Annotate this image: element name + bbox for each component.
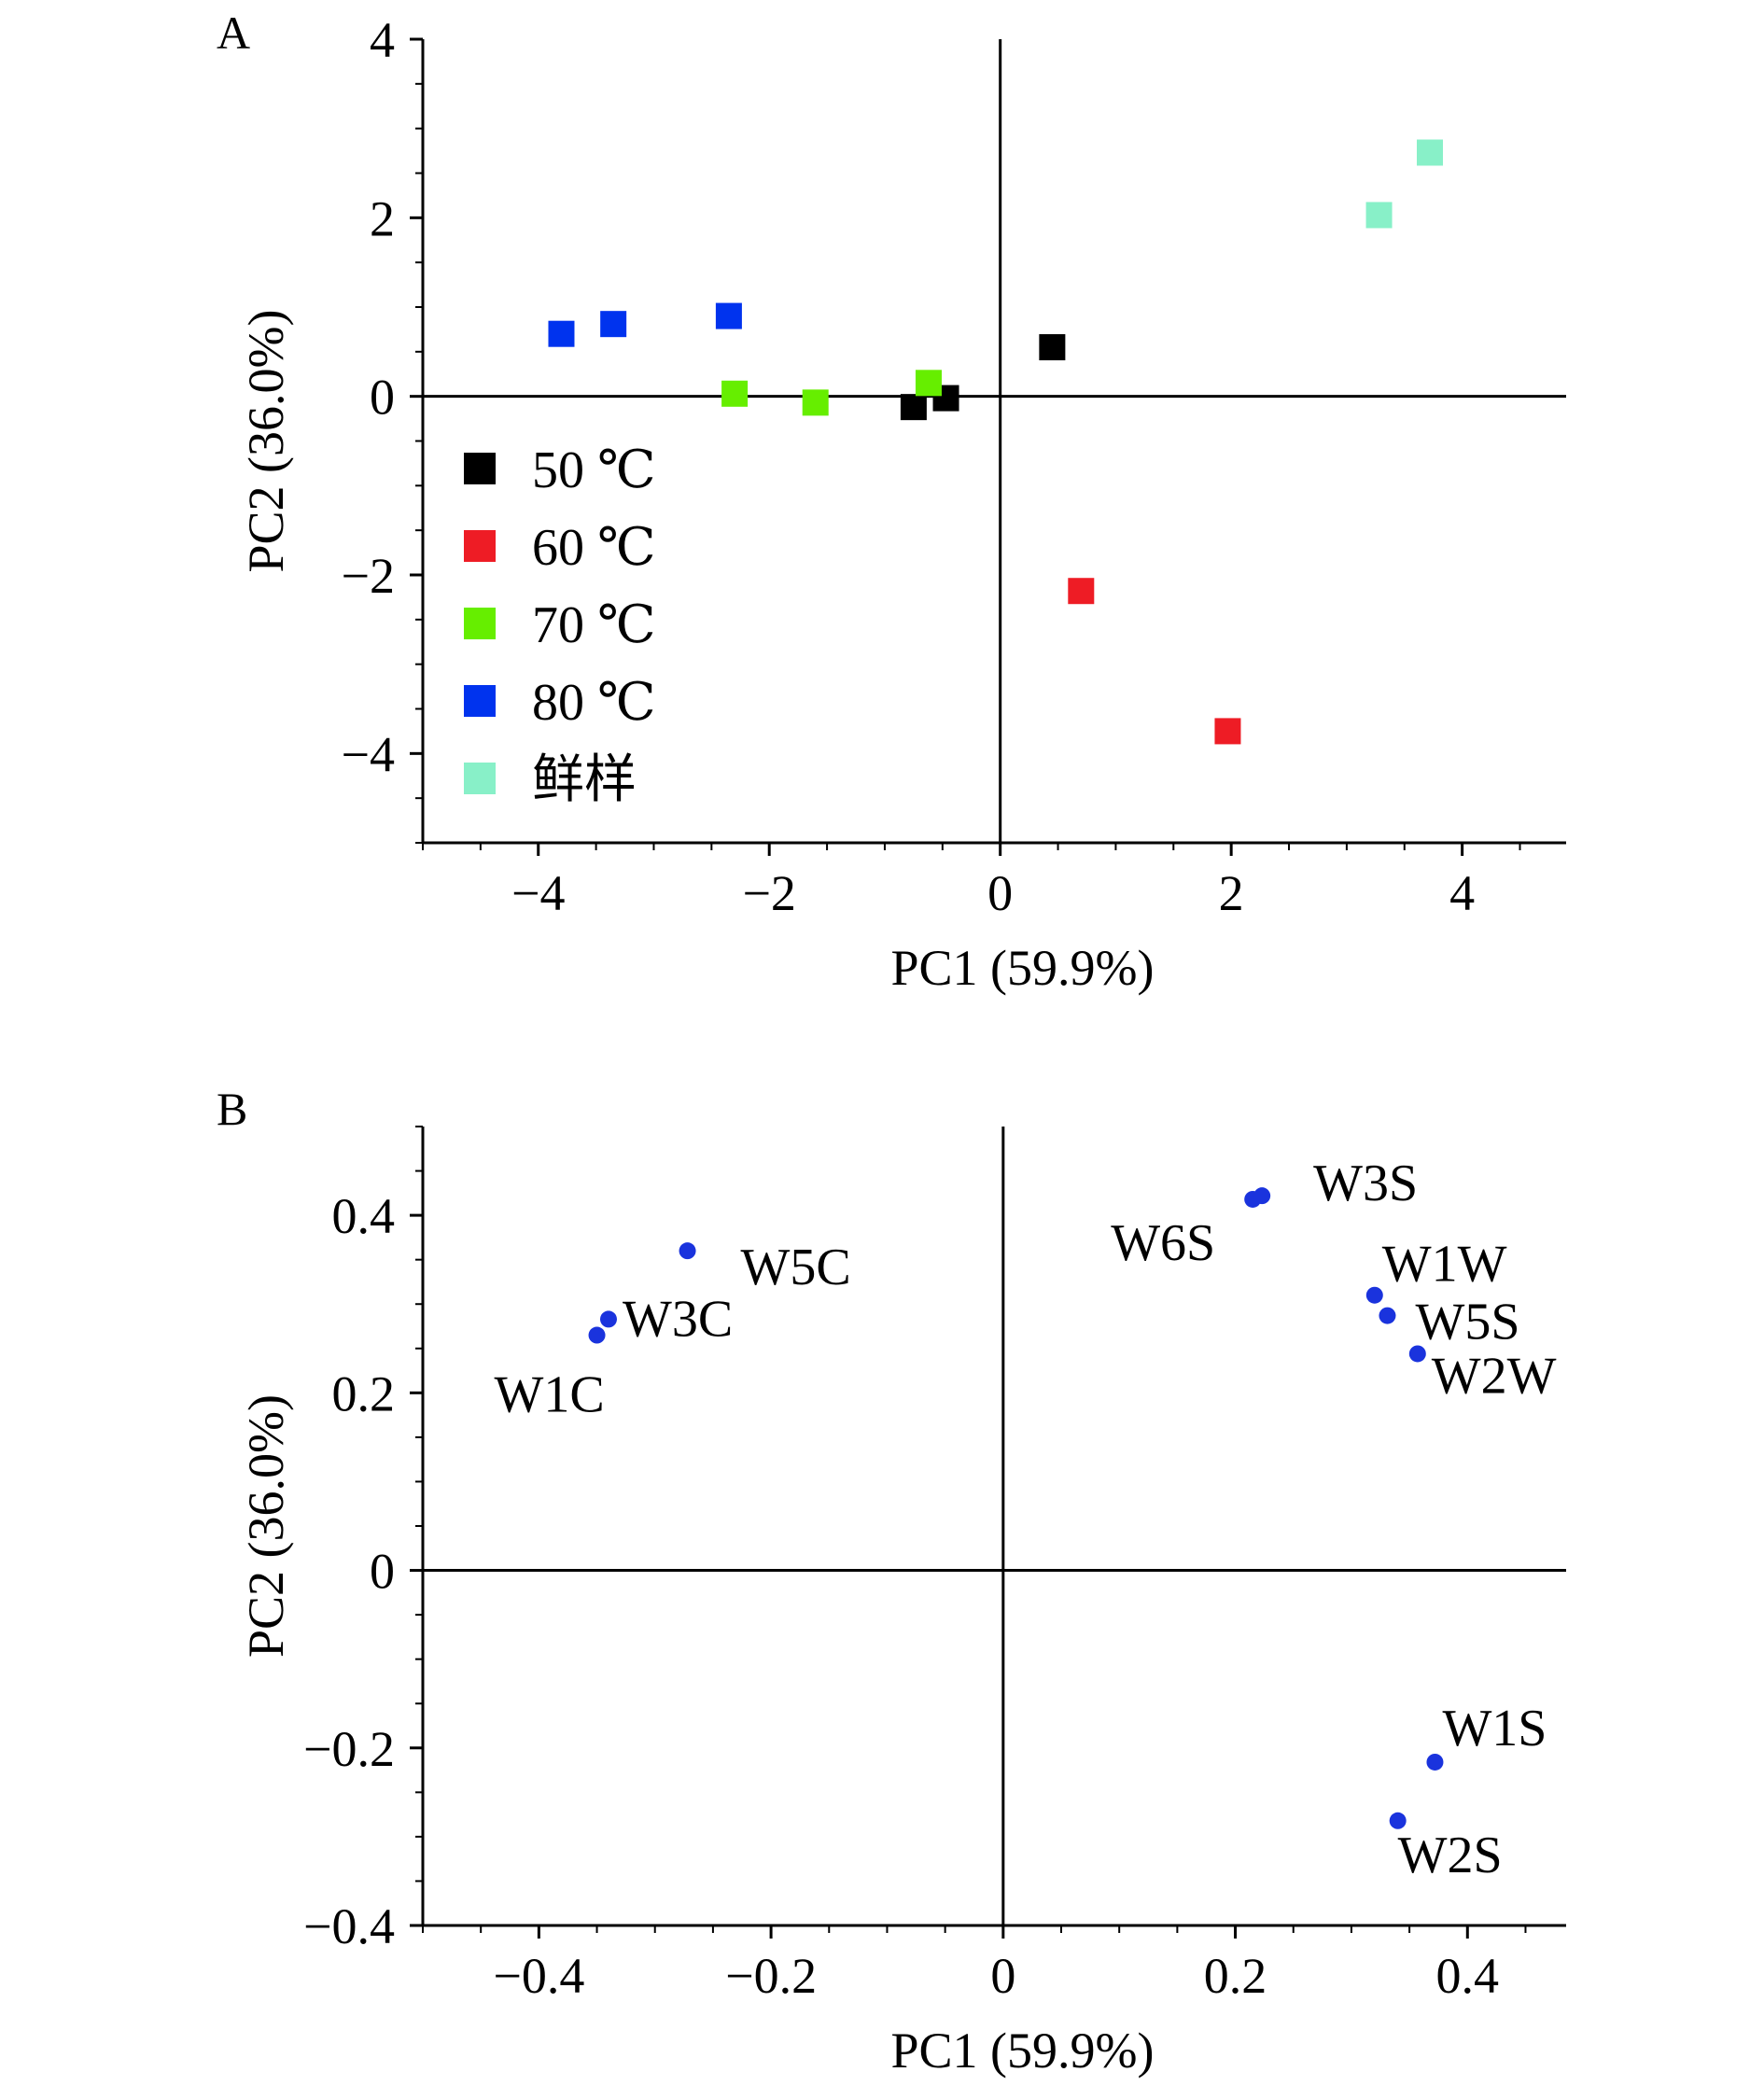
panel-a-point [600, 311, 627, 338]
legend-swatch [464, 453, 496, 484]
panel-0-x-axis-title: PC1 (59.9%) [891, 940, 1155, 996]
panel-b-point-label: W2S [1398, 1827, 1503, 1884]
panel-1-x-tick-label: −0.2 [725, 1948, 817, 2004]
legend-label: 50 ℃ [532, 441, 656, 499]
panel-b: B −0.4 −0.2 0 0.2 0.4 −0.4 −0.2 0 0.2 0.4 PC1 (59.… [217, 1083, 1566, 2079]
panel-0-x-tick-label: −4 [511, 865, 565, 921]
panel-0-y-axis-title: PC2 (36.0%) [238, 310, 294, 573]
panel-a-point [548, 320, 575, 347]
panel-b-point-label: W1S [1442, 1700, 1547, 1757]
legend-swatch [464, 685, 496, 717]
panel-a-point [1068, 578, 1095, 605]
panel-b-point [1379, 1307, 1396, 1324]
panel-1-y-tick-label: −0.4 [303, 1898, 395, 1954]
panel-a-point [900, 394, 927, 421]
panel-1-x-tick-label: 0 [990, 1948, 1015, 2004]
panel-1-x-axis-title: PC1 (59.9%) [891, 2023, 1155, 2079]
panel-a-point [1365, 202, 1393, 229]
panel-1-y-axis-title: PC2 (36.0%) [238, 1394, 294, 1658]
panel-a-letter: A [217, 7, 250, 59]
panel-b-point-label: W2W [1432, 1347, 1557, 1405]
panel-a-point [1214, 718, 1241, 745]
panel-b-point [1408, 1345, 1426, 1363]
panel-0-y-tick-label: 0 [370, 370, 395, 426]
panel-0-y-tick-label: −2 [342, 548, 395, 604]
panel-b-point-label: W5S [1415, 1294, 1519, 1351]
panel-1-x-tick-label: −0.4 [493, 1948, 584, 2004]
panel-0-y-tick-label: −4 [342, 726, 395, 782]
panel-b-point-label: W5C [741, 1239, 851, 1296]
panel-b-point-label: W1W [1382, 1236, 1507, 1294]
panel-b-point [1426, 1753, 1444, 1771]
legend-label: 60 ℃ [532, 519, 656, 577]
panel-a-point [915, 370, 942, 397]
panel-b-point-label: W3S [1313, 1155, 1418, 1212]
panel-1-x-tick-label: 0.4 [1436, 1948, 1500, 2004]
panel-a-point [715, 302, 742, 329]
panel-b-point-label: W3C [623, 1290, 733, 1348]
panel-0-x-tick-label: 0 [987, 865, 1013, 921]
panel-a-point [802, 389, 829, 416]
panel-1-y-tick-label: 0 [370, 1544, 395, 1600]
panel-1-y-tick-label: 0.4 [332, 1188, 396, 1244]
legend-label: 70 ℃ [532, 596, 656, 654]
panel-0-y-tick-label: 2 [370, 190, 395, 246]
panel-0-x-tick-label: 2 [1219, 865, 1244, 921]
legend-swatch [464, 530, 496, 562]
legend-swatch [464, 608, 496, 639]
panel-1-y-tick-label: 0.2 [332, 1365, 396, 1421]
panel-1-x-tick-label: 0.2 [1204, 1948, 1267, 2004]
panel-b-point-label: W1C [495, 1366, 605, 1424]
panel-a-point [721, 380, 749, 407]
panel-b-point-label: W6S [1111, 1214, 1215, 1272]
panel-b-point [1389, 1812, 1407, 1829]
panel-a-point [1039, 334, 1066, 361]
legend-label: 80 ℃ [532, 674, 656, 732]
panel-a: A −4 −2 0 2 4 −4 −2 0 2 4 PC1 (59.9%) PC2 (36.0%) 50… [217, 7, 1566, 996]
panel-b-point [1365, 1286, 1383, 1304]
panel-a-point [1416, 139, 1443, 166]
panel-b-point [1253, 1187, 1271, 1205]
panel-b-point [599, 1310, 617, 1328]
panel-0-x-tick-label: 4 [1449, 865, 1475, 921]
panel-b-letter: B [217, 1083, 247, 1135]
legend-label: 鲜样 [532, 751, 637, 809]
panel-b-point [679, 1242, 696, 1260]
panel-b-point [588, 1326, 606, 1344]
panel-0-y-tick-label: 4 [370, 12, 395, 68]
legend-swatch [464, 763, 496, 794]
panel-1-y-tick-label: −0.2 [303, 1721, 395, 1777]
panel-0-x-tick-label: −2 [742, 865, 795, 921]
